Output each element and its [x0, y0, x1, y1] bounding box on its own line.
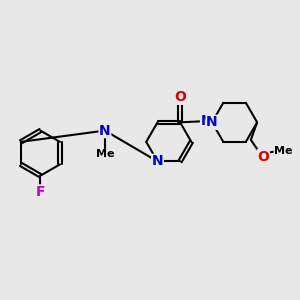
- Text: N: N: [99, 124, 111, 138]
- Text: Me: Me: [274, 146, 293, 155]
- Text: N: N: [152, 154, 163, 168]
- Text: Me: Me: [96, 149, 114, 159]
- Text: F: F: [36, 185, 45, 199]
- Text: N: N: [201, 114, 212, 128]
- Text: N: N: [206, 115, 218, 129]
- Text: O: O: [174, 90, 186, 104]
- Text: O: O: [257, 150, 269, 164]
